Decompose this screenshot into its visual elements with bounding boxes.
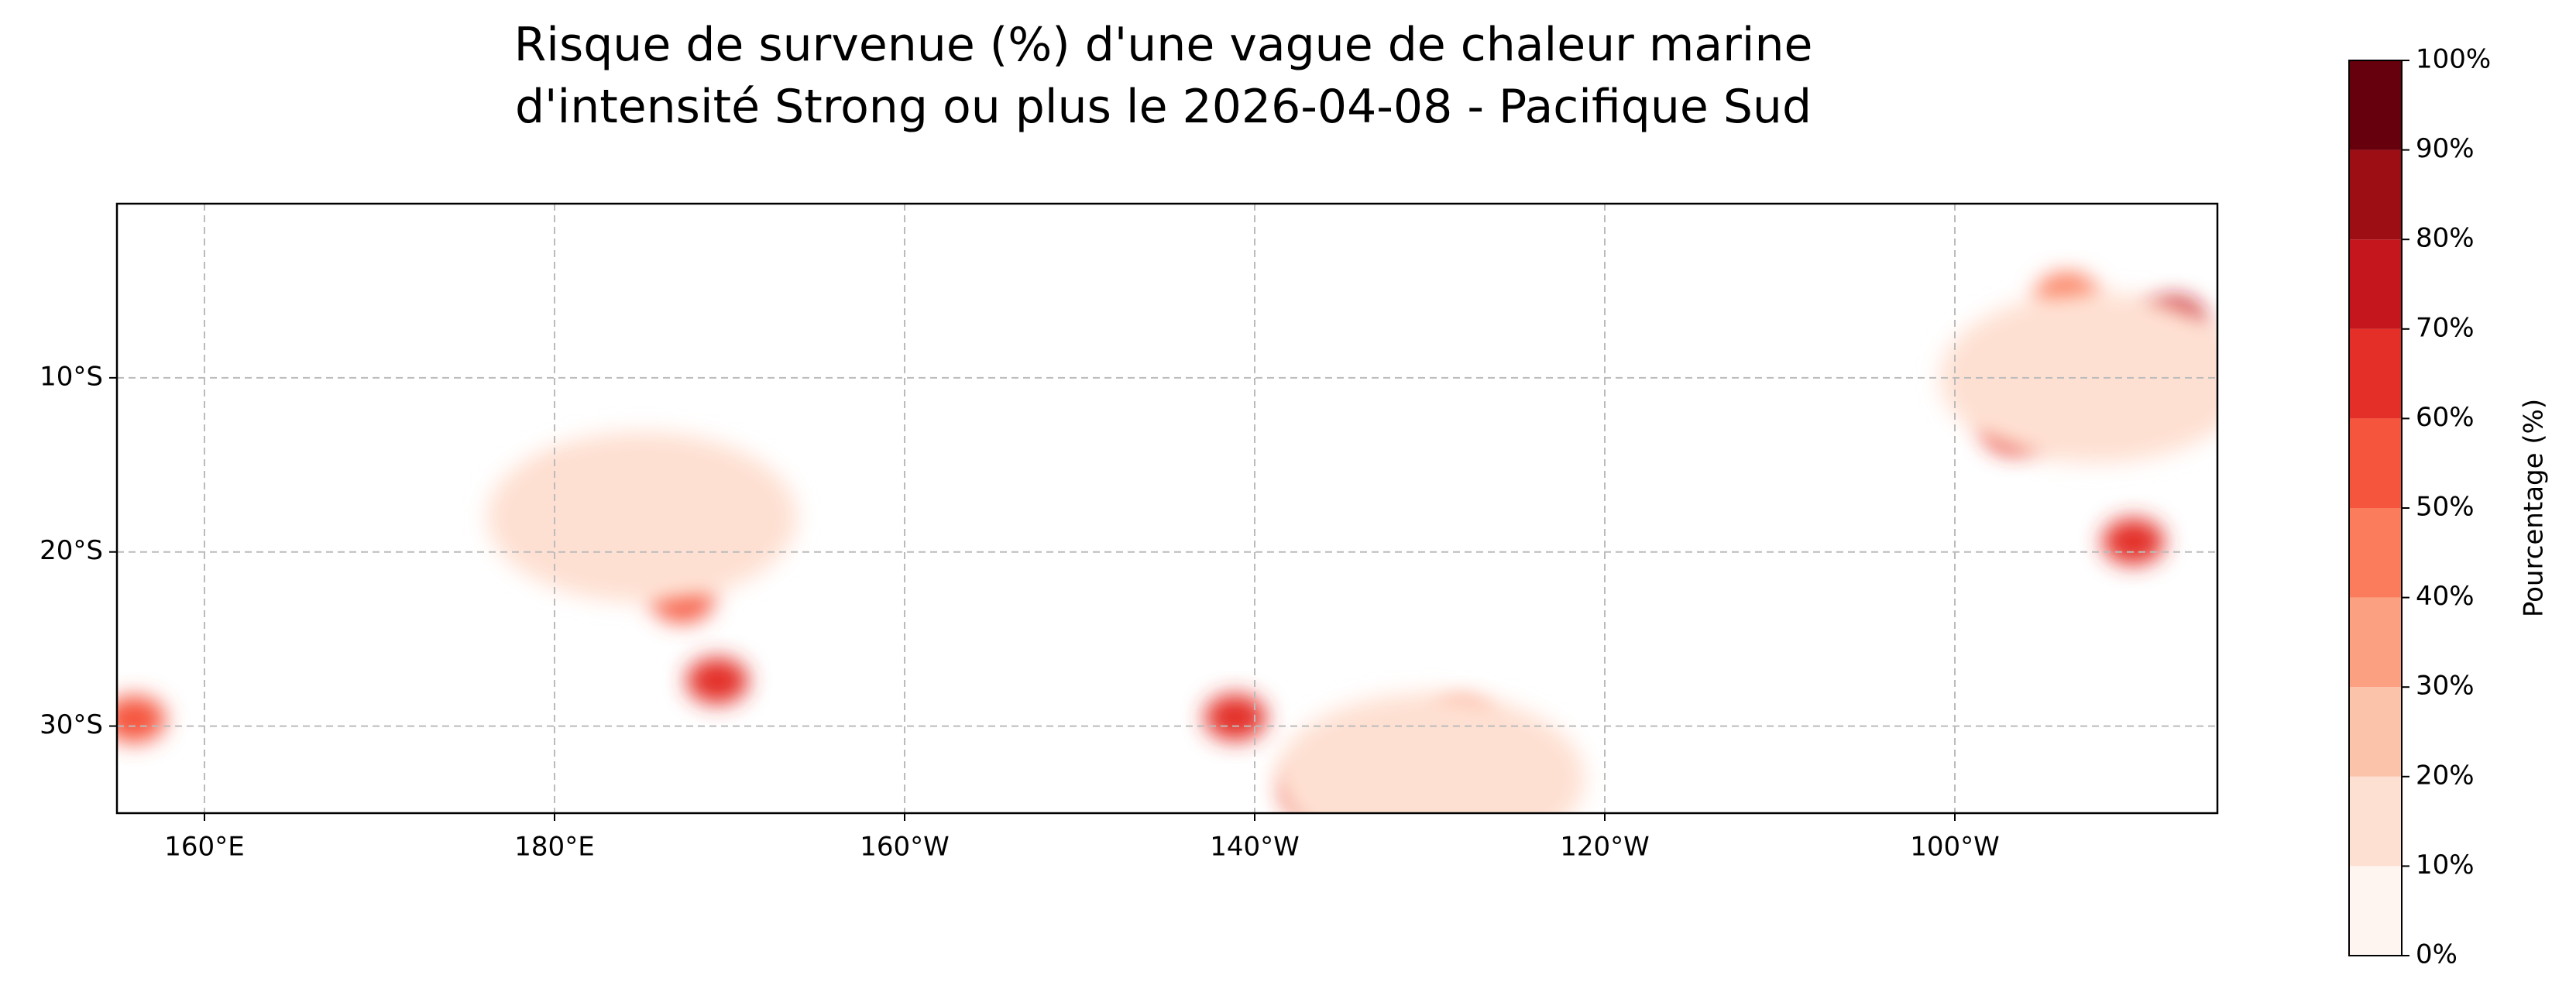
colorbar-tick-label: 0% [2416, 939, 2458, 970]
colorbar-segment [2349, 776, 2402, 867]
heat-spot [1275, 693, 1585, 813]
colorbar-segment [2349, 597, 2402, 688]
x-tick-label: 160°E [164, 832, 244, 863]
heat-spot [1204, 694, 1267, 741]
colorbar-segment [2349, 687, 2402, 777]
x-tick-label: 120°W [1560, 832, 1650, 863]
x-tick-label: 180°E [514, 832, 594, 863]
plot-area [117, 204, 2217, 813]
colorbar-tick-label: 30% [2416, 671, 2475, 702]
colorbar-segment [2349, 239, 2402, 329]
colorbar-segment [2349, 418, 2402, 508]
colorbar-tick-label: 100% [2416, 44, 2491, 75]
heat-spot [2102, 518, 2165, 565]
colorbar-tick-label: 10% [2416, 850, 2475, 881]
y-tick-label: 20°S [39, 535, 103, 566]
colorbar-tick-label: 40% [2416, 581, 2475, 612]
colorbar-segment [2349, 60, 2402, 150]
heat-spot [117, 695, 166, 743]
plot-frame [115, 202, 2219, 815]
x-tick-label: 160°W [860, 832, 950, 863]
chart-title: Risque de survenue (%) d'une vague de ch… [513, 18, 1813, 134]
colorbar-tick-label: 90% [2416, 133, 2475, 164]
y-tick-label: 10°S [39, 361, 103, 392]
heat-spot [1939, 292, 2217, 463]
heat-spot [686, 657, 749, 705]
colorbar-segment [2349, 328, 2402, 419]
y-tick-label: 30°S [39, 709, 103, 740]
x-tick-label: 100°W [1910, 832, 2000, 863]
colorbar-tick-label: 60% [2416, 402, 2475, 433]
x-tick-label: 140°W [1210, 832, 1300, 863]
colorbar-segment [2349, 508, 2402, 598]
colorbar-tick-label: 20% [2416, 760, 2475, 791]
colorbar-label: Pourcentage (%) [2519, 399, 2550, 617]
colorbar-segment [2349, 149, 2402, 240]
colorbar-tick-label: 50% [2416, 492, 2475, 523]
heat-spot [487, 431, 797, 602]
colorbar-tick-label: 80% [2416, 223, 2475, 254]
colorbar-tick-label: 70% [2416, 312, 2475, 343]
colorbar-segment [2349, 866, 2402, 956]
